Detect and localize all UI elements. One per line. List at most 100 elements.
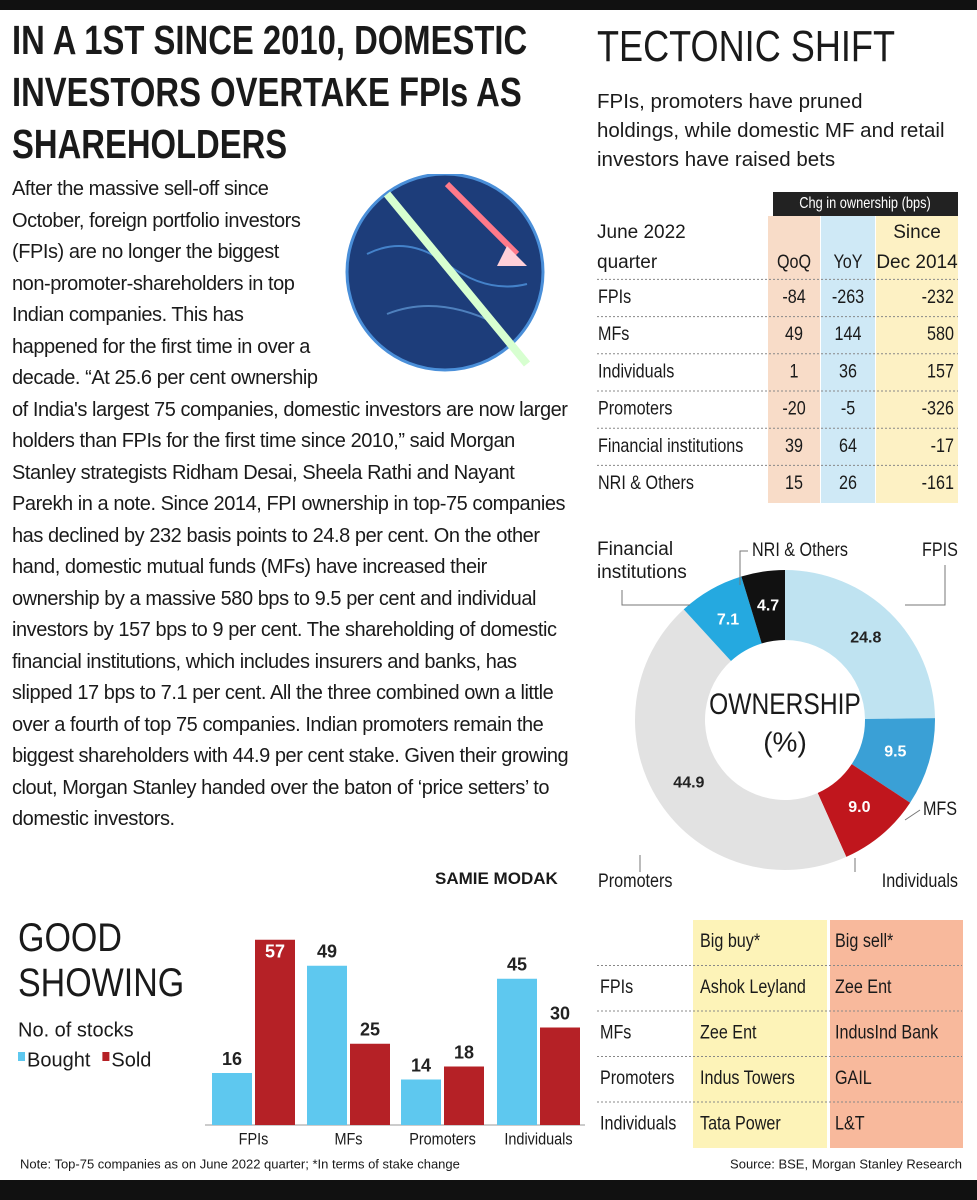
leader-line [621,590,690,606]
cell: 64 [839,435,857,457]
bar [212,1073,252,1125]
leader-line [904,809,921,821]
column-bg [693,920,827,1148]
column-bg [876,216,958,503]
donut-slice [635,609,847,870]
bottom-bar [0,1180,977,1200]
legend-swatch [18,1052,25,1061]
column-header: QoQ [777,251,811,273]
top-bar [0,0,977,10]
cell: 15 [785,472,803,494]
cell: Zee Ent [835,976,892,998]
donut-slice [683,576,762,661]
pie-label: Financial institutions [597,539,687,583]
row-label: Individuals [598,360,674,382]
bar-value: 25 [360,1020,380,1040]
cell: -20 [782,397,806,419]
cell: 157 [927,360,954,382]
source: Source: BSE, Morgan Stanley Research [730,1156,962,1171]
bar-value: 30 [550,1003,570,1023]
byline: SAMIE MODAK [435,869,558,888]
cell: IndusInd Bank [835,1021,938,1043]
bar [401,1079,441,1125]
column-header: Big buy* [700,930,760,952]
chart-subtitle: No. of stocks [18,1019,134,1041]
headline: IN A 1ST SINCE 2010, DOMESTIC INVESTORS … [12,17,528,167]
row-label: Financial institutions [598,435,744,457]
x-tick-label: Promoters [409,1130,476,1148]
cell: 144 [835,323,862,345]
cell: 39 [785,435,803,457]
article: After the massive sell-off since October… [12,174,577,836]
cell: 49 [785,323,803,345]
section-subtitle: FPIs, promoters have pruned holdings, wh… [597,90,945,171]
donut-slice [851,718,935,803]
slice-label: 4.7 [757,597,779,614]
cell: -161 [922,472,954,494]
donut-slice [785,570,935,719]
row-label: MFs [598,323,630,345]
row-label: Promoters [598,397,673,419]
cell: Zee Ent [700,1021,757,1043]
group-header-bg [773,192,958,216]
row-label: Individuals [600,1112,676,1134]
chart-title: GOOD SHOWING [18,916,185,1005]
section-title: TECTONIC SHIFT [597,22,896,71]
row-label: MFs [600,1021,632,1043]
cell: 1 [790,360,799,382]
legend-swatch [102,1052,110,1061]
note: Note: Top-75 companies as on June 2022 q… [20,1156,460,1171]
column-bg [821,216,875,503]
slice-label: 7.1 [717,611,739,628]
x-tick-label: MFs [334,1130,362,1148]
row-label: FPIs [598,286,631,308]
bar [350,1043,390,1125]
pie-label: Individuals [882,870,958,892]
cell: Indus Towers [700,1067,795,1089]
cell: 36 [839,360,857,382]
row-label: Promoters [600,1067,675,1089]
bar [497,978,537,1125]
bar-value: 16 [222,1049,242,1069]
donut-slice [817,764,911,857]
cell: -17 [931,435,954,457]
bar-value: 14 [411,1055,431,1075]
pie-label: NRI & Others [752,539,848,561]
legend-label: Bought [27,1049,91,1071]
slice-label: 9.0 [848,799,870,816]
legend-label: Sold [111,1049,151,1071]
column-header: Since Dec 2014 [876,222,958,273]
bar [444,1066,484,1125]
leader-line [739,550,748,585]
group-header: Chg in ownership (bps) [799,195,930,213]
photo [345,174,545,372]
cell: -232 [922,286,954,308]
donut-unit: (%) [763,726,807,757]
row-header: June 2022 quarter [597,222,686,273]
pie-label: Promoters [598,870,673,892]
bar [307,965,347,1125]
donut-slice [741,570,785,644]
slice-label: 44.9 [673,774,704,791]
donut-title: OWNERSHIP [709,687,861,721]
bar-value: 49 [317,942,337,962]
pie-label: MFS [923,798,957,820]
slice-label: 24.8 [850,629,881,646]
row-label: NRI & Others [598,472,694,494]
row-label: FPIs [600,976,633,998]
cell: -84 [782,286,806,308]
cell: 26 [839,472,857,494]
cell: Tata Power [700,1112,781,1134]
column-bg [768,216,820,503]
cell: 580 [927,323,954,345]
column-header: YoY [833,251,862,273]
leader-line [905,565,946,606]
column-bg [830,920,963,1148]
x-tick-label: FPIs [239,1130,269,1148]
cell: -263 [832,286,864,308]
cell: GAIL [835,1067,872,1089]
bar-value: 57 [265,942,285,962]
bar-value: 18 [454,1042,474,1062]
